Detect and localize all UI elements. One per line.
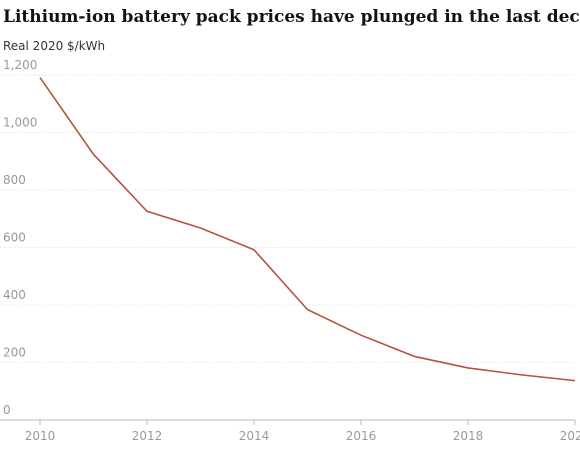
- x-tick-label: 2012: [132, 429, 163, 443]
- x-tick-label: 2018: [453, 429, 484, 443]
- chart-subtitle: Real 2020 $/kWh: [3, 39, 105, 53]
- x-tick-label: 2016: [346, 429, 377, 443]
- y-tick-label: 600: [3, 231, 26, 245]
- y-tick-label: 1,000: [3, 116, 37, 130]
- chart-title: Lithium-ion battery pack prices have plu…: [3, 7, 580, 27]
- y-tick-label: 400: [3, 288, 26, 302]
- y-tick-label: 0: [3, 403, 11, 417]
- x-tick-label: 2020: [560, 429, 580, 443]
- y-tick-label: 800: [3, 173, 26, 187]
- x-tick-label: 2010: [25, 429, 56, 443]
- y-tick-label: 1,200: [3, 58, 37, 72]
- y-tick-label: 200: [3, 346, 26, 360]
- data-line: [39, 77, 576, 382]
- x-tick-label: 2014: [239, 429, 270, 443]
